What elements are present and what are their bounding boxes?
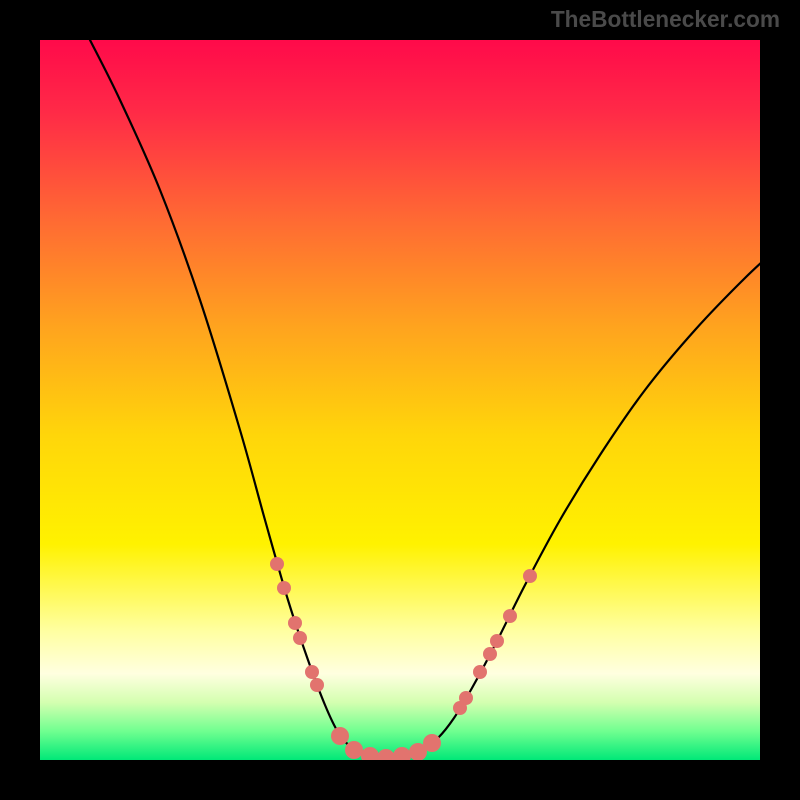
data-marker [288, 616, 302, 630]
bottleneck-chart [0, 0, 800, 800]
data-marker [345, 741, 363, 759]
data-marker [473, 665, 487, 679]
data-marker [423, 734, 441, 752]
data-marker [490, 634, 504, 648]
data-marker [293, 631, 307, 645]
data-marker [305, 665, 319, 679]
data-marker [331, 727, 349, 745]
data-marker [459, 691, 473, 705]
data-marker [523, 569, 537, 583]
data-marker [503, 609, 517, 623]
watermark-text: TheBottlenecker.com [551, 6, 780, 33]
chart-frame: TheBottlenecker.com [0, 0, 800, 800]
data-marker [310, 678, 324, 692]
data-marker [270, 557, 284, 571]
plot-background [40, 40, 760, 760]
data-marker [277, 581, 291, 595]
data-marker [483, 647, 497, 661]
